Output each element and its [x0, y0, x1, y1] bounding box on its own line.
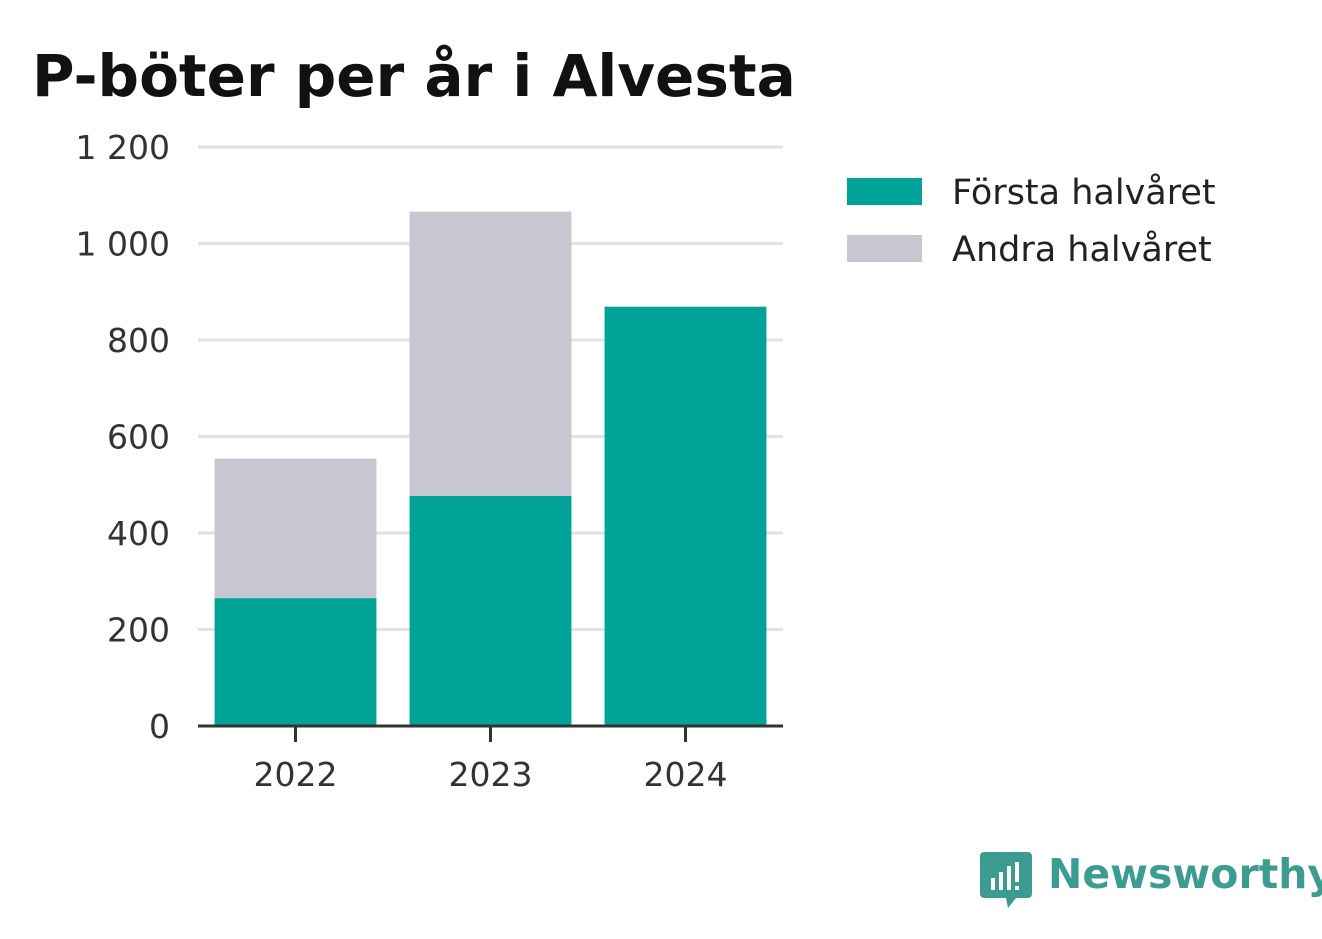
y-tick-label: 600	[107, 418, 170, 457]
bar-segment	[214, 598, 377, 726]
bar-segment	[604, 306, 767, 726]
bar-segment	[214, 458, 377, 599]
legend-label: Andra halvåret	[952, 229, 1212, 270]
bar-segment	[409, 495, 572, 726]
newsworthy-logo-icon	[980, 852, 1032, 908]
chart-title: P-böter per år i Alvesta	[32, 42, 796, 110]
bar-segment	[409, 211, 572, 496]
y-tick-label: 200	[107, 611, 170, 650]
legend-label: Första halvåret	[952, 172, 1216, 213]
legend: Första halvåret Andra halvåret	[847, 172, 1216, 270]
x-axis-ticks: 2022 2023 2024	[254, 726, 728, 794]
brand-name: Newsworthy	[1048, 850, 1322, 898]
y-tick-label: 1 000	[76, 225, 170, 264]
y-tick-label: 400	[107, 514, 170, 553]
newsworthy-logo: Newsworthy	[980, 850, 1322, 908]
y-tick-label: 1 200	[76, 128, 170, 167]
x-tick-label: 2023	[449, 755, 533, 794]
x-tick-label: 2024	[644, 755, 728, 794]
legend-swatch	[847, 178, 922, 205]
x-tick-label: 2022	[254, 755, 338, 794]
y-tick-label: 800	[107, 321, 170, 360]
y-tick-label: 0	[149, 707, 170, 746]
legend-swatch	[847, 235, 922, 262]
bars	[214, 211, 767, 726]
y-axis-ticks: 0 200 400 600 800 1 000 1 200	[76, 128, 170, 746]
